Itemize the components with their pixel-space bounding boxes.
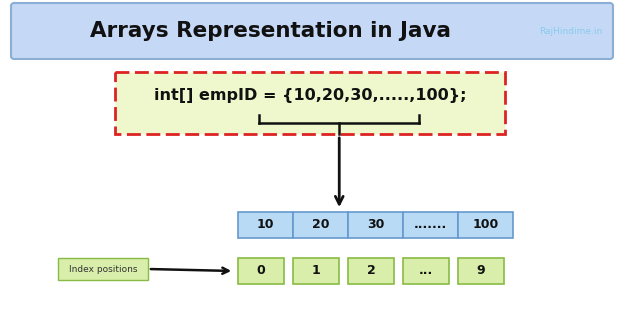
FancyBboxPatch shape xyxy=(458,212,513,238)
FancyBboxPatch shape xyxy=(238,212,293,238)
FancyBboxPatch shape xyxy=(348,212,403,238)
FancyBboxPatch shape xyxy=(293,258,339,284)
FancyBboxPatch shape xyxy=(403,258,449,284)
Text: RajHindime.in: RajHindime.in xyxy=(539,27,602,36)
Text: 1: 1 xyxy=(311,265,320,277)
Text: 10: 10 xyxy=(256,218,275,232)
Text: 100: 100 xyxy=(472,218,499,232)
FancyBboxPatch shape xyxy=(11,3,613,59)
FancyBboxPatch shape xyxy=(348,258,394,284)
Text: .......: ....... xyxy=(414,218,447,232)
Text: 9: 9 xyxy=(477,265,485,277)
Text: 30: 30 xyxy=(367,218,384,232)
FancyBboxPatch shape xyxy=(115,72,505,134)
Text: ...: ... xyxy=(419,265,433,277)
FancyBboxPatch shape xyxy=(238,258,284,284)
FancyBboxPatch shape xyxy=(58,258,148,280)
Text: Index positions: Index positions xyxy=(69,265,137,273)
Text: Arrays Representation in Java: Arrays Representation in Java xyxy=(90,21,451,41)
FancyBboxPatch shape xyxy=(293,212,348,238)
FancyBboxPatch shape xyxy=(403,212,458,238)
FancyBboxPatch shape xyxy=(458,258,504,284)
Text: 2: 2 xyxy=(367,265,376,277)
Text: 20: 20 xyxy=(312,218,329,232)
Text: 0: 0 xyxy=(256,265,265,277)
Text: int[] empID = {10,20,30,.....,100};: int[] empID = {10,20,30,.....,100}; xyxy=(154,88,466,103)
